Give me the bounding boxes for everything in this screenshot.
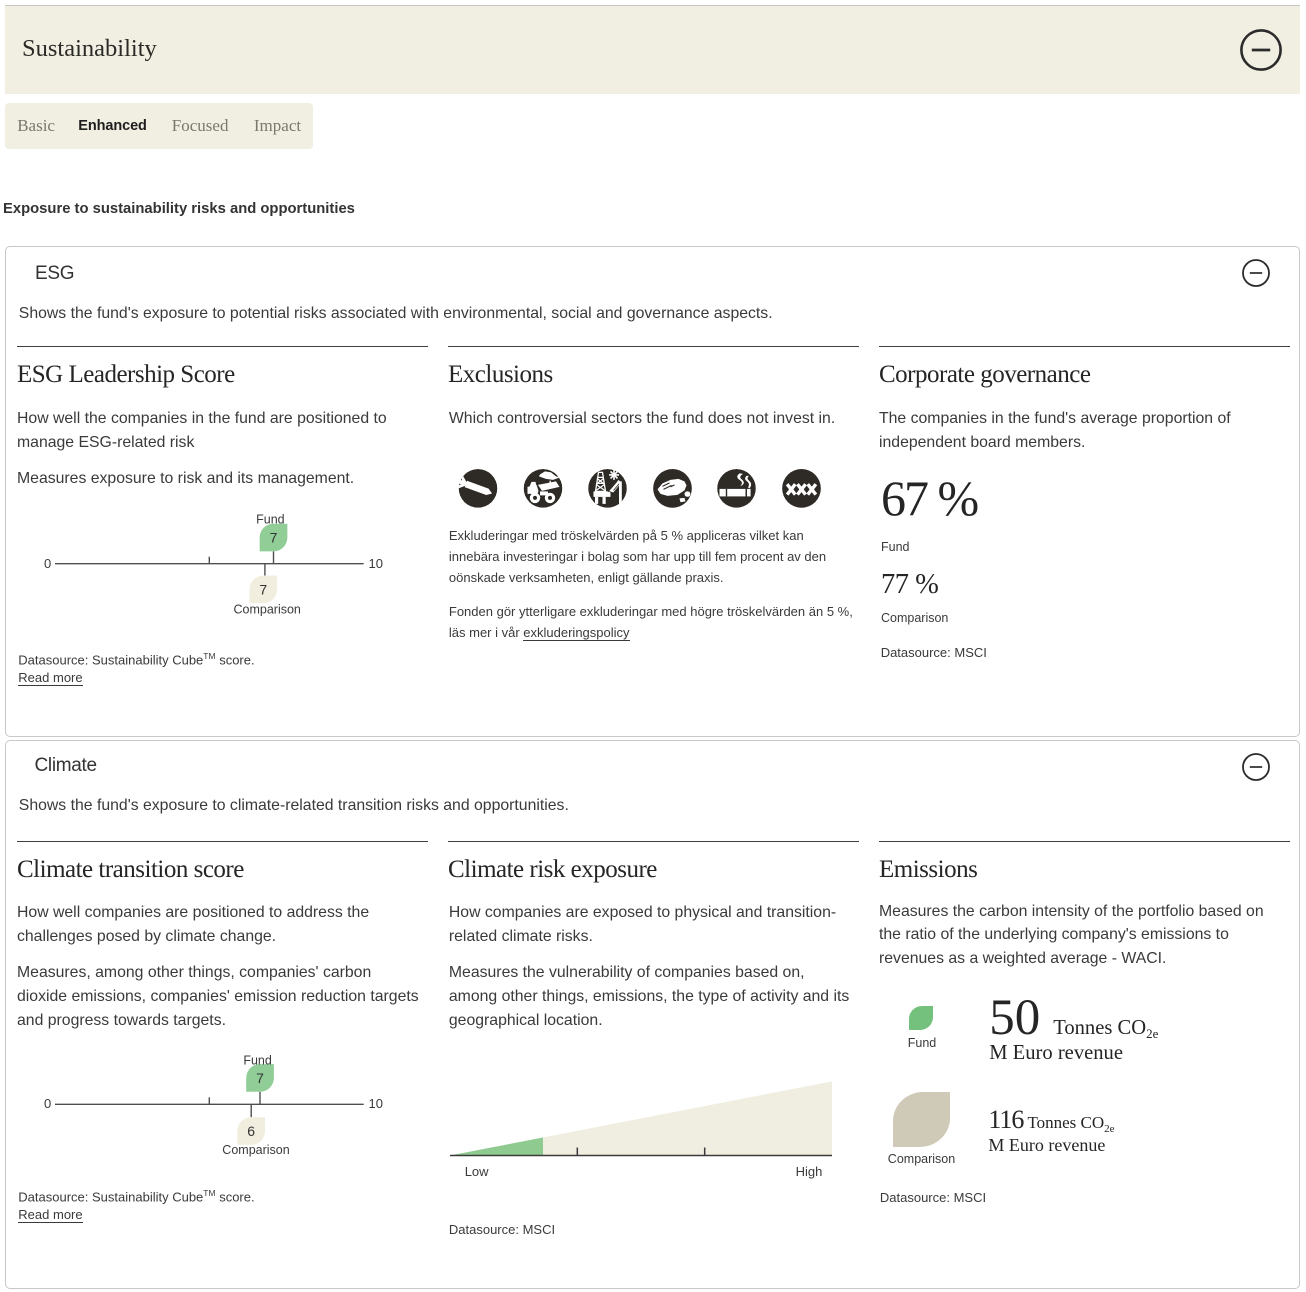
svg-text:Fund: Fund [256, 513, 285, 527]
svg-text:0: 0 [44, 1096, 51, 1111]
svg-text:7: 7 [256, 1070, 264, 1086]
svg-text:10: 10 [369, 556, 383, 571]
svg-text:Comparison: Comparison [222, 1143, 289, 1157]
svg-text:7: 7 [259, 582, 267, 598]
svg-text:10: 10 [369, 1096, 383, 1111]
svg-text:6: 6 [247, 1123, 255, 1139]
svg-text:7: 7 [270, 530, 278, 546]
svg-text:Fund: Fund [243, 1054, 272, 1068]
svg-text:Comparison: Comparison [234, 603, 301, 617]
svg-text:0: 0 [44, 556, 51, 571]
